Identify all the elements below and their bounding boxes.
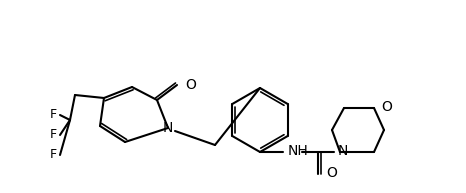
Text: O: O: [185, 78, 196, 92]
Text: O: O: [326, 166, 337, 180]
Text: N: N: [163, 121, 173, 135]
Text: F: F: [50, 148, 57, 162]
Text: NH: NH: [288, 144, 309, 158]
Text: N: N: [338, 144, 349, 158]
Text: F: F: [50, 108, 57, 122]
Text: F: F: [50, 129, 57, 141]
Text: O: O: [381, 100, 392, 114]
